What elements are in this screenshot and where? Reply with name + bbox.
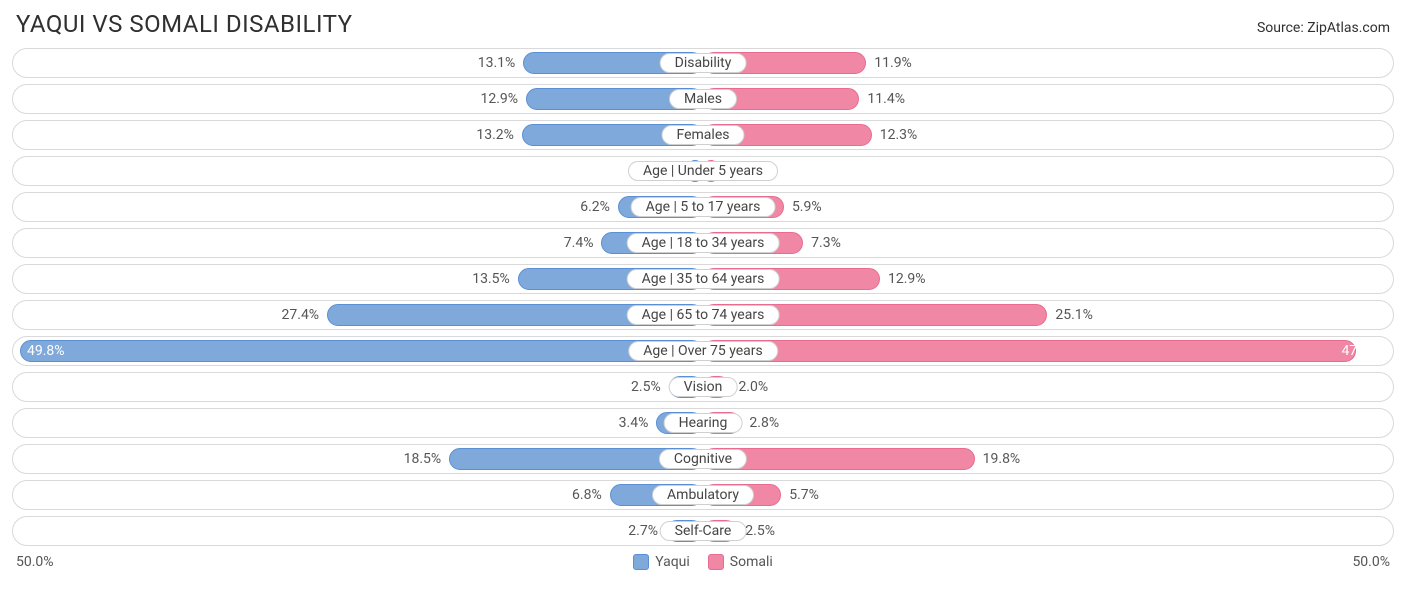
value-right: 25.1% bbox=[1047, 304, 1389, 326]
value-right: 5.7% bbox=[781, 484, 1389, 506]
bar-row: 3.4% 2.8%Hearing bbox=[12, 408, 1394, 438]
legend-item-right: Somali bbox=[708, 554, 773, 570]
legend-item-left: Yaqui bbox=[633, 554, 690, 570]
value-left: 13.2% bbox=[17, 124, 522, 146]
value-right: 12.3% bbox=[872, 124, 1389, 146]
bar-row: 49.8% 47.6% Age | Over 75 years bbox=[12, 336, 1394, 366]
bar-left bbox=[20, 340, 703, 362]
value-right: 11.9% bbox=[866, 52, 1389, 74]
bar-row: 6.2% 5.9% Age | 5 to 17 years bbox=[12, 192, 1394, 222]
legend-swatch-right bbox=[708, 554, 724, 570]
chart-footer: 50.0% Yaqui Somali 50.0% bbox=[0, 552, 1406, 570]
header: YAQUI VS SOMALI DISABILITY Source: ZipAt… bbox=[0, 0, 1406, 44]
category-label: Hearing bbox=[664, 413, 743, 433]
bar-row: 13.2% 12.3% Females bbox=[12, 120, 1394, 150]
value-left: 12.9% bbox=[17, 88, 526, 110]
category-label: Age | Over 75 years bbox=[628, 341, 778, 361]
value-left: 49.8% bbox=[17, 340, 65, 362]
legend-label-left: Yaqui bbox=[655, 554, 690, 570]
value-right: 1.2% bbox=[719, 160, 1389, 182]
value-left: 6.8% bbox=[17, 484, 610, 506]
bar-right bbox=[703, 340, 1356, 362]
category-label: Vision bbox=[669, 377, 738, 397]
category-label: Cognitive bbox=[659, 449, 747, 469]
category-label: Females bbox=[662, 125, 745, 145]
legend-label-right: Somali bbox=[730, 554, 773, 570]
category-label: Age | 65 to 74 years bbox=[627, 305, 780, 325]
value-right: 19.8% bbox=[975, 448, 1389, 470]
axis-right-label: 50.0% bbox=[1352, 554, 1390, 570]
value-left: 2.5% bbox=[17, 376, 669, 398]
category-label: Age | Under 5 years bbox=[628, 161, 778, 181]
bar-row: 7.4% 7.3% Age | 18 to 34 years bbox=[12, 228, 1394, 258]
bar-row: 18.5% 19.8% Cognitive bbox=[12, 444, 1394, 474]
category-label: Age | 35 to 64 years bbox=[627, 269, 780, 289]
value-left: 18.5% bbox=[17, 448, 449, 470]
value-left: 3.4% bbox=[17, 412, 656, 434]
axis-left-label: 50.0% bbox=[16, 554, 54, 570]
value-left: 27.4% bbox=[17, 304, 327, 326]
chart-frame: YAQUI VS SOMALI DISABILITY Source: ZipAt… bbox=[0, 0, 1406, 612]
value-right: 2.8% bbox=[741, 412, 1389, 434]
bar-row: 27.4% 25.1% Age | 65 to 74 years bbox=[12, 300, 1394, 330]
value-left: 1.2% bbox=[17, 160, 687, 182]
value-left: 2.7% bbox=[17, 520, 666, 542]
bar-row: 2.7% 2.5%Self-Care bbox=[12, 516, 1394, 546]
bar-row: 1.2% 1.2%Age | Under 5 years bbox=[12, 156, 1394, 186]
category-label: Age | 18 to 34 years bbox=[627, 233, 780, 253]
page-title: YAQUI VS SOMALI DISABILITY bbox=[16, 10, 353, 38]
value-left: 6.2% bbox=[17, 196, 618, 218]
bar-row: 2.5% 2.0%Vision bbox=[12, 372, 1394, 402]
category-label: Disability bbox=[660, 53, 747, 73]
value-right: 11.4% bbox=[859, 88, 1389, 110]
value-left: 13.1% bbox=[17, 52, 523, 74]
source-attribution: Source: ZipAtlas.com bbox=[1257, 20, 1390, 36]
bar-row: 6.8% 5.7% Ambulatory bbox=[12, 480, 1394, 510]
bar-row: 12.9% 11.4% Males bbox=[12, 84, 1394, 114]
legend-swatch-left bbox=[633, 554, 649, 570]
value-right: 47.6% bbox=[1341, 340, 1389, 362]
value-right: 12.9% bbox=[880, 268, 1389, 290]
category-label: Ambulatory bbox=[652, 485, 754, 505]
legend: Yaqui Somali bbox=[633, 554, 773, 570]
value-left: 7.4% bbox=[17, 232, 601, 254]
value-left: 13.5% bbox=[17, 268, 518, 290]
value-right: 2.5% bbox=[737, 520, 1389, 542]
category-label: Males bbox=[669, 89, 737, 109]
bar-row: 13.5% 12.9% Age | 35 to 64 years bbox=[12, 264, 1394, 294]
value-right: 7.3% bbox=[803, 232, 1389, 254]
value-right: 5.9% bbox=[784, 196, 1389, 218]
value-right: 2.0% bbox=[730, 376, 1389, 398]
bar-row: 13.1% 11.9% Disability bbox=[12, 48, 1394, 78]
category-label: Age | 5 to 17 years bbox=[631, 197, 776, 217]
category-label: Self-Care bbox=[660, 521, 747, 541]
diverging-bar-chart: 13.1% 11.9% Disability 12.9% 11.4% Males 13.2%… bbox=[0, 44, 1406, 546]
